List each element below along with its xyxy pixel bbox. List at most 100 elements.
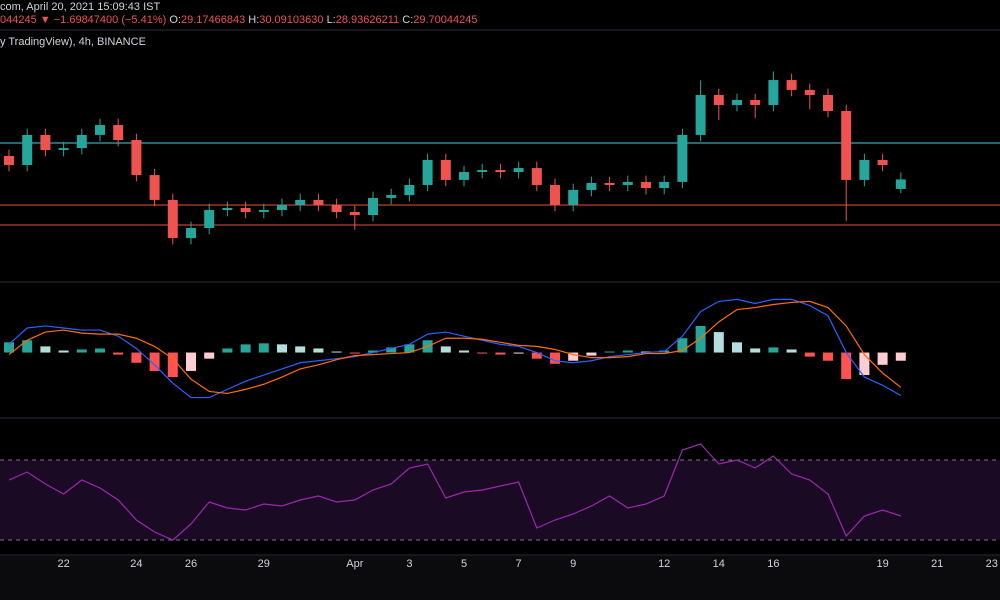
macd-histogram-bar — [513, 352, 524, 354]
candle-body — [732, 100, 742, 106]
signal-line — [8, 300, 902, 395]
x-tick-label: 29 — [258, 558, 270, 570]
candle-body — [149, 175, 160, 200]
candle-body — [859, 159, 870, 180]
o-label: O: — [169, 14, 181, 26]
macd-histogram-bar — [750, 348, 761, 353]
macd-histogram-bar — [4, 342, 14, 353]
candle-body — [404, 184, 415, 196]
candle-body — [768, 80, 779, 106]
candle-body — [823, 94, 833, 111]
candle-body — [841, 111, 852, 180]
candle-body — [713, 94, 724, 106]
candle-body — [550, 184, 560, 205]
candle-body — [386, 195, 397, 198]
macd-histogram-bar — [586, 352, 597, 356]
x-tick-label: 24 — [130, 558, 142, 570]
rsi-band — [0, 460, 1000, 540]
x-tick-label: 23 — [986, 558, 998, 570]
candle-body — [695, 94, 706, 135]
macd-histogram-bar — [277, 344, 287, 353]
x-tick-label: 26 — [185, 558, 197, 570]
macd-histogram-bar — [404, 344, 415, 353]
candle-body — [513, 168, 524, 173]
legend: y TradingView), 4h, BINANCE — [0, 36, 146, 48]
candle-body — [368, 197, 378, 216]
candle-body — [877, 159, 888, 165]
o-value: 29.17466843 — [181, 14, 245, 26]
x-tick-label: Apr — [346, 558, 363, 570]
macd-histogram-bar — [495, 352, 506, 355]
macd-histogram-bar — [186, 352, 196, 371]
macd-histogram-bar — [768, 347, 779, 353]
candle-body — [295, 199, 306, 205]
candle-body — [331, 204, 342, 212]
candle-body — [222, 208, 233, 210]
candle-body — [240, 208, 251, 212]
macd-histogram-bar — [804, 352, 815, 357]
candle-body — [58, 148, 69, 151]
candle-body — [495, 170, 506, 173]
candle-body — [76, 134, 87, 149]
x-tick-label: 7 — [516, 558, 522, 570]
candle-body — [895, 179, 906, 189]
macd-histogram-bar — [204, 352, 215, 359]
candle-body — [604, 183, 615, 185]
candle-body — [167, 199, 178, 239]
macd-histogram-bar — [167, 352, 178, 378]
macd-histogram-bar — [677, 338, 688, 353]
macd-histogram-bar — [76, 349, 87, 353]
candle-body — [258, 210, 269, 212]
candle-body — [4, 156, 14, 165]
l-value: 28.93626211 — [336, 14, 399, 26]
last: 044245 — [0, 14, 37, 26]
candle-body — [586, 183, 597, 191]
x-tick-label: 22 — [57, 558, 69, 570]
macd-histogram-bar — [295, 346, 306, 353]
l-label: L: — [327, 14, 336, 26]
h-value: 30.09103630 — [259, 14, 323, 26]
candle-body — [131, 139, 142, 176]
x-tick-label: 5 — [461, 558, 467, 570]
macd-histogram-bar — [786, 349, 797, 353]
macd-histogram-bar — [877, 352, 888, 365]
macd-histogram-bar — [895, 352, 906, 361]
x-tick-label: 21 — [931, 558, 943, 570]
x-tick-label: 9 — [570, 558, 576, 570]
macd-histogram-bar — [313, 348, 324, 353]
macd-histogram-bar — [477, 352, 488, 354]
candle-body — [186, 228, 196, 239]
macd-histogram-bar — [604, 351, 615, 353]
macd-histogram-bar — [222, 348, 233, 353]
macd-histogram-bar — [695, 325, 706, 353]
macd-histogram-bar — [841, 352, 852, 380]
macd-histogram-bar — [40, 346, 51, 353]
macd-histogram-bar — [531, 352, 542, 359]
x-tick-label: 12 — [658, 558, 670, 570]
header-source: com, April 20, 2021 15:09:43 IST — [0, 1, 160, 13]
candle-body — [422, 159, 433, 185]
candle-body — [677, 134, 688, 182]
macd-histogram-bar — [131, 352, 142, 363]
candle-body — [40, 134, 51, 151]
macd-histogram-bar — [331, 351, 342, 353]
candle-body — [277, 204, 287, 210]
macd-histogram-bar — [22, 340, 33, 353]
candle-body — [113, 125, 124, 140]
x-tick-label: 3 — [406, 558, 412, 570]
change: −1.69847400 (−5.41%) — [54, 14, 167, 26]
header-ohlc: 044245 ▼ −1.69847400 (−5.41%) O:29.17466… — [0, 14, 477, 26]
candle-body — [313, 199, 324, 205]
c-value: 29.70044245 — [413, 14, 477, 26]
macd-histogram-bar — [713, 332, 724, 353]
macd-histogram-bar — [240, 344, 251, 353]
candle-body — [659, 181, 670, 189]
macd-histogram-bar — [368, 350, 378, 353]
macd-histogram-bar — [149, 352, 160, 371]
macd-histogram-bar — [258, 343, 269, 353]
candle-body — [641, 181, 651, 189]
macd-histogram-bar — [349, 352, 360, 354]
candle-body — [477, 170, 488, 173]
macd-histogram-bar — [58, 350, 69, 353]
candle-body — [531, 168, 542, 185]
